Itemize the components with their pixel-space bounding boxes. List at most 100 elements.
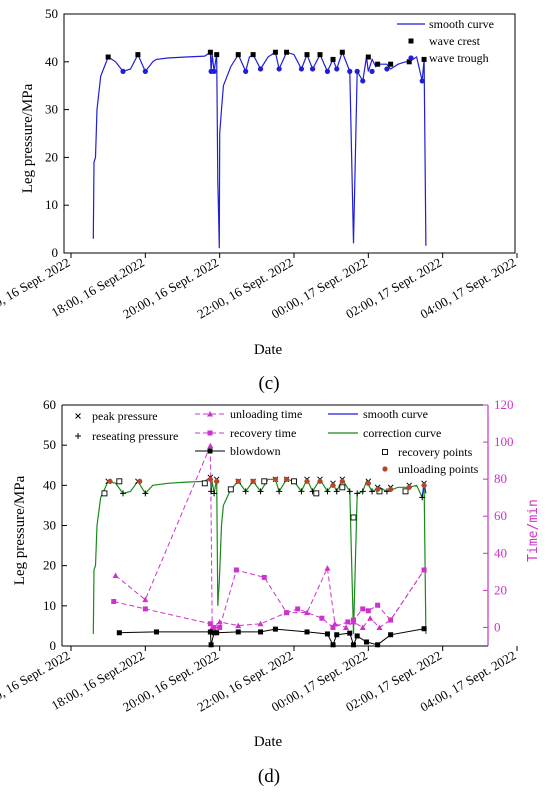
wave-trough-point bbox=[334, 66, 340, 72]
unloading-point bbox=[250, 478, 256, 484]
wave-trough-point bbox=[384, 66, 390, 72]
y2-tick-label: 120 bbox=[494, 397, 514, 412]
reseating-pressure-point bbox=[276, 488, 283, 495]
recovery-point bbox=[116, 478, 123, 485]
series-smooth-curve bbox=[92, 50, 427, 249]
wave-crest-point bbox=[388, 61, 394, 67]
unloading-point bbox=[235, 478, 241, 484]
recovery-time-point bbox=[330, 624, 336, 630]
recovery-point bbox=[350, 514, 357, 521]
wave-crest-point bbox=[339, 49, 345, 55]
wave-trough-point bbox=[309, 66, 316, 72]
recovery-time-point bbox=[284, 610, 290, 616]
legend-marker-recovery-time bbox=[207, 430, 213, 436]
plot-frame bbox=[63, 13, 516, 254]
wave-crest-point bbox=[421, 56, 427, 62]
y-tick-label: 10 bbox=[43, 598, 56, 613]
legend-label: reseating pressure bbox=[92, 429, 178, 443]
series-recovery-time bbox=[113, 569, 425, 629]
recovery-time-point bbox=[365, 608, 371, 614]
unloading-point bbox=[421, 482, 427, 488]
y2-tick-label: 80 bbox=[494, 471, 507, 486]
blowdown-point bbox=[207, 629, 213, 635]
legend-marker-trough bbox=[408, 55, 414, 61]
legend-label: smooth curve bbox=[429, 17, 494, 31]
wave-crest-point bbox=[272, 49, 278, 55]
y-tick-label: 20 bbox=[43, 558, 56, 573]
legend-label: recovery time bbox=[230, 426, 296, 440]
blowdown-point bbox=[116, 630, 122, 636]
recovery-point bbox=[402, 488, 409, 495]
legend-marker-unloading-time bbox=[207, 411, 213, 417]
blowdown-point bbox=[258, 629, 264, 635]
wave-crest-point bbox=[135, 52, 141, 58]
reseating-pressure-point bbox=[257, 488, 264, 495]
wave-trough-point bbox=[360, 78, 366, 84]
legend-marker-peak bbox=[75, 413, 81, 419]
y2-tick-label: 40 bbox=[494, 545, 507, 560]
unloading-point bbox=[214, 478, 220, 484]
recovery-point bbox=[261, 478, 268, 485]
recovery-time-point bbox=[217, 624, 223, 630]
reseating-pressure-point bbox=[298, 488, 305, 495]
x-axis-title: Date bbox=[254, 342, 283, 358]
unloading-time-point bbox=[376, 624, 383, 630]
panel-label-c: (c) bbox=[258, 373, 279, 394]
recovery-time-point bbox=[261, 574, 267, 580]
y2-tick-label: 100 bbox=[494, 434, 514, 449]
unloading-point bbox=[207, 476, 213, 482]
unloading-point bbox=[388, 486, 394, 492]
legend-marker-recovery-points bbox=[382, 449, 388, 455]
recovery-time-point bbox=[375, 602, 381, 608]
y-tick-label: 10 bbox=[45, 197, 58, 212]
recovery-point bbox=[201, 480, 208, 487]
unloading-time-point bbox=[343, 624, 350, 630]
reseating-pressure-point bbox=[142, 490, 149, 497]
unloading-time-point bbox=[324, 565, 331, 571]
blowdown-point bbox=[421, 626, 427, 632]
y-tick-label: 0 bbox=[50, 638, 57, 653]
blowdown-point bbox=[153, 629, 159, 635]
recovery-point bbox=[339, 484, 346, 491]
reseating-pressure-point bbox=[369, 488, 376, 495]
legend-marker-unloading-points bbox=[382, 466, 388, 472]
series-unloading-time bbox=[115, 445, 425, 629]
reseating-pressure-point bbox=[120, 490, 127, 497]
reseating-pressure-point bbox=[354, 490, 361, 497]
legend-label: blowdown bbox=[230, 444, 281, 458]
blowdown-point bbox=[304, 629, 310, 635]
blowdown-point bbox=[363, 639, 369, 645]
unloading-point bbox=[339, 478, 345, 484]
reseating-pressure-point bbox=[383, 488, 390, 495]
y-axis-title: Leg pressure/MPa bbox=[20, 83, 36, 193]
unloading-time-point bbox=[304, 609, 311, 616]
wave-crest-point bbox=[330, 56, 336, 62]
blowdown-point bbox=[208, 642, 214, 648]
unloading-point bbox=[330, 482, 336, 488]
y-tick-label: 20 bbox=[45, 149, 58, 164]
wave-crest-point bbox=[365, 54, 371, 60]
y-tick-label: 40 bbox=[45, 54, 58, 69]
wave-crest-point bbox=[375, 61, 381, 67]
wave-trough-point bbox=[142, 68, 148, 74]
wave-crest-point bbox=[317, 52, 323, 58]
wave-crest-point bbox=[284, 49, 290, 55]
y-tick-label: 40 bbox=[43, 477, 56, 492]
y-tick-label: 60 bbox=[43, 397, 56, 412]
reseating-pressure-point bbox=[346, 488, 353, 495]
wave-trough-point bbox=[243, 68, 249, 74]
recovery-time-point bbox=[421, 567, 427, 573]
legend-label: peak pressure bbox=[92, 409, 158, 423]
wave-trough-point bbox=[324, 68, 331, 74]
y-axis-title: Leg pressure/MPa bbox=[12, 475, 28, 585]
y-tick-label: 50 bbox=[43, 437, 56, 452]
blowdown-point bbox=[272, 626, 278, 632]
wave-crest-point bbox=[214, 52, 220, 58]
y2-tick-label: 20 bbox=[494, 582, 507, 597]
blowdown-point bbox=[388, 632, 394, 638]
legend-label: unloading time bbox=[230, 407, 302, 421]
blowdown-point bbox=[334, 632, 340, 638]
wave-trough-point bbox=[369, 68, 375, 74]
blowdown-point bbox=[211, 630, 217, 636]
wave-trough-point bbox=[298, 66, 305, 72]
